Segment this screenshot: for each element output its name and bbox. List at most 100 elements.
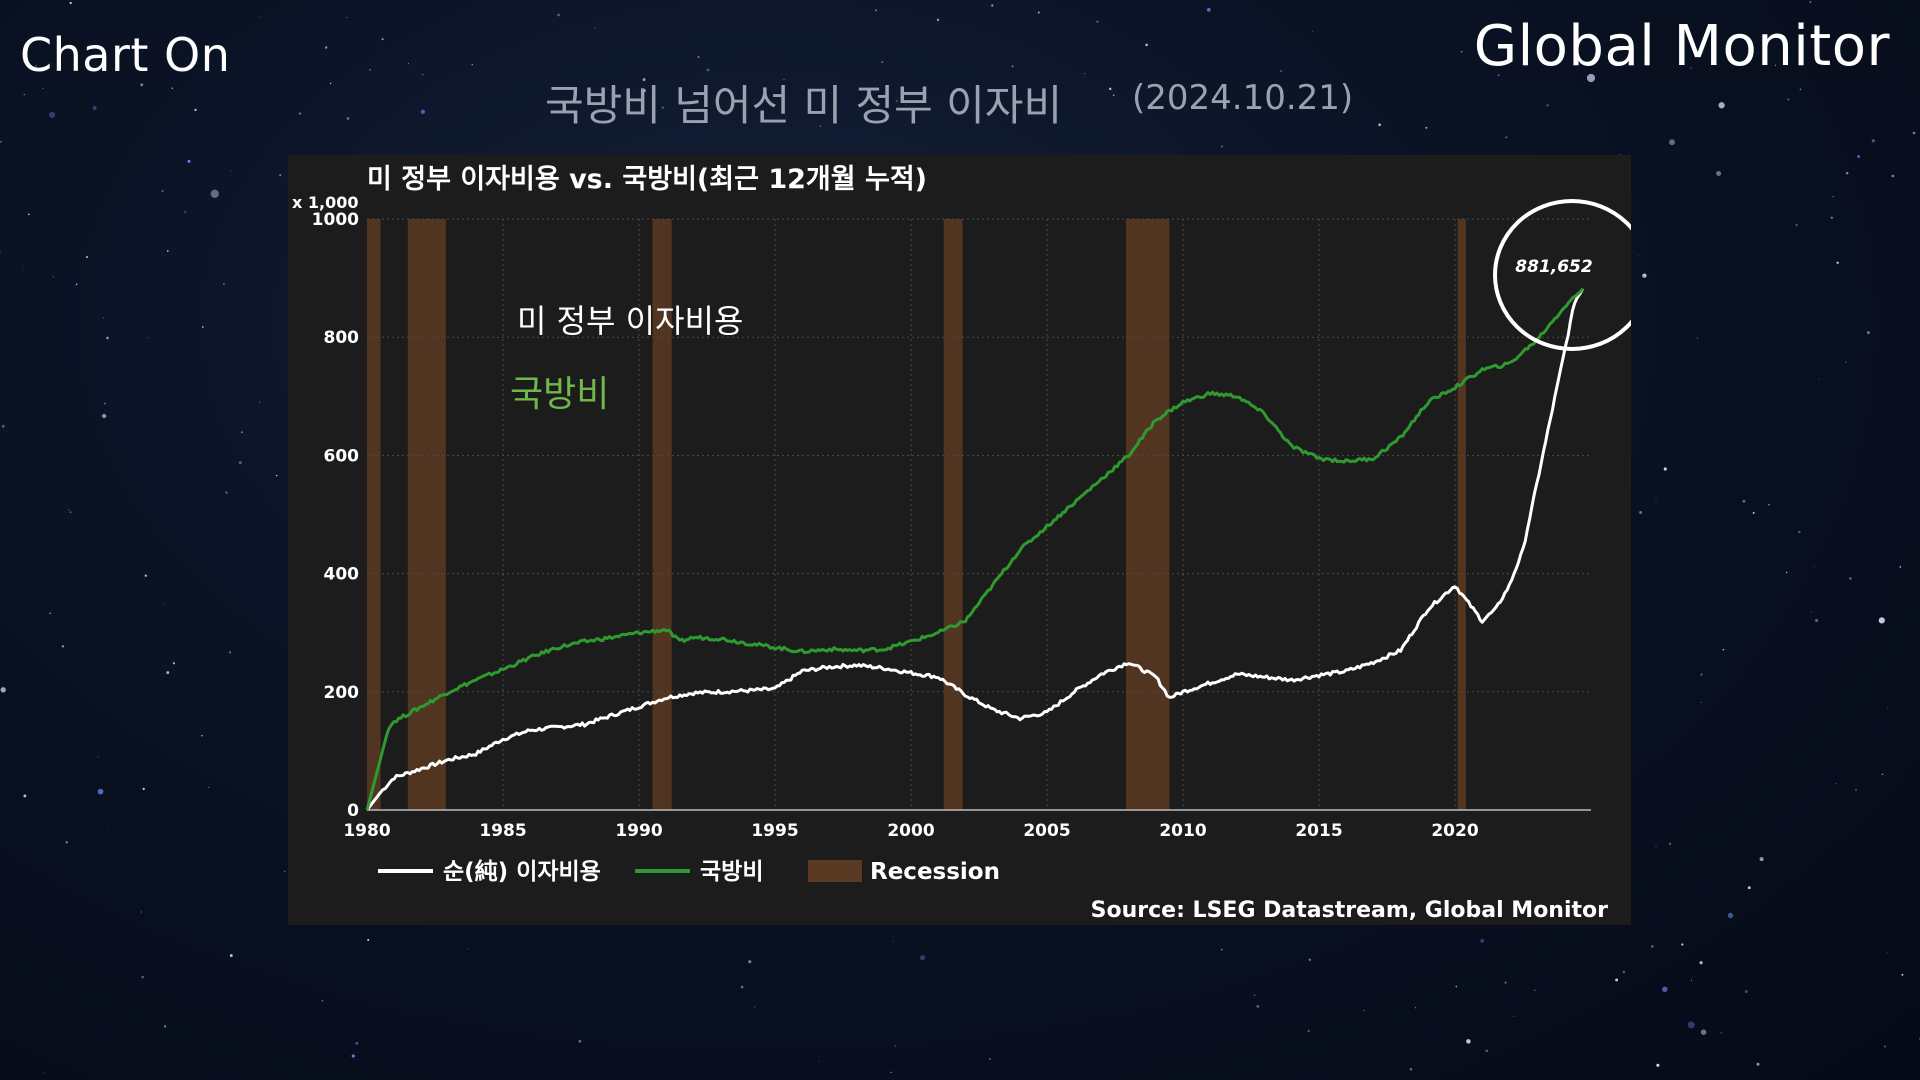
star xyxy=(642,89,646,93)
star xyxy=(1855,789,1857,791)
y-unit-label: x 1,000 xyxy=(292,193,359,212)
star xyxy=(1011,65,1014,68)
star xyxy=(407,63,409,65)
recession-band-3 xyxy=(943,219,963,810)
star xyxy=(1504,981,1507,984)
star xyxy=(346,117,350,120)
star xyxy=(1681,943,1684,946)
star xyxy=(1655,501,1657,503)
star xyxy=(1700,1029,1707,1035)
peak-value-label: 881,652 xyxy=(1515,257,1592,277)
star xyxy=(69,1,72,5)
star xyxy=(783,79,785,81)
y-tick-label-200: 200 xyxy=(324,683,360,703)
star xyxy=(920,955,926,961)
star xyxy=(1256,1004,1260,1008)
star xyxy=(1798,530,1801,534)
star xyxy=(1505,136,1508,139)
star xyxy=(222,283,225,285)
star xyxy=(594,27,596,29)
star xyxy=(85,255,89,259)
series-line-1 xyxy=(365,287,1584,811)
star xyxy=(258,15,260,18)
x-tick-label-1995: 1995 xyxy=(751,821,798,841)
star xyxy=(103,402,106,405)
star xyxy=(1220,948,1223,951)
star xyxy=(1775,64,1777,66)
star xyxy=(103,317,105,319)
star xyxy=(108,830,110,832)
line-chart: 1980 1985 1990 1995 2000 2005 2010 2015 2020 0 200… xyxy=(292,164,1631,923)
star xyxy=(1253,994,1256,996)
brand-chart-on: Chart On xyxy=(20,28,231,82)
star xyxy=(748,960,752,964)
star xyxy=(201,734,203,737)
x-tick-label-2000: 2000 xyxy=(887,821,934,841)
star xyxy=(1747,886,1751,890)
star xyxy=(275,474,278,477)
legend-swatch-recession xyxy=(808,860,862,882)
star xyxy=(0,251,1,253)
legend-label-recession: Recession xyxy=(870,859,1000,885)
star xyxy=(298,112,302,115)
star xyxy=(1700,702,1702,704)
star xyxy=(1886,951,1888,953)
star xyxy=(0,140,2,143)
star xyxy=(1221,145,1223,148)
x-tick-label-2020: 2020 xyxy=(1431,821,1478,841)
star xyxy=(1742,499,1746,503)
page-date: (2024.10.21) xyxy=(1132,78,1354,118)
star xyxy=(1832,196,1834,198)
star xyxy=(1650,945,1654,948)
star xyxy=(697,55,700,59)
star xyxy=(1768,503,1770,506)
star xyxy=(740,985,744,989)
star xyxy=(1460,50,1463,53)
star xyxy=(101,413,107,419)
star xyxy=(284,870,286,873)
star xyxy=(471,64,473,66)
grid-lines xyxy=(367,218,1591,810)
star xyxy=(1849,577,1852,580)
star xyxy=(467,948,469,950)
star xyxy=(141,975,144,979)
star xyxy=(894,1045,896,1047)
star xyxy=(279,174,282,177)
star xyxy=(1546,103,1550,107)
series-lines xyxy=(365,287,1585,811)
star xyxy=(1727,912,1734,919)
x-tick-label-1980: 1980 xyxy=(343,821,390,841)
star xyxy=(171,87,174,89)
star xyxy=(27,213,30,216)
star xyxy=(1096,20,1099,23)
star xyxy=(207,786,210,789)
star xyxy=(1485,1049,1489,1053)
x-tick-label-1985: 1985 xyxy=(479,821,526,841)
star xyxy=(23,93,26,96)
star xyxy=(661,106,664,109)
page-title: 국방비 넘어선 미 정부 이자비 xyxy=(545,81,1063,130)
star xyxy=(706,68,710,72)
star xyxy=(1756,1062,1760,1066)
star xyxy=(1108,87,1112,91)
star xyxy=(1409,1067,1413,1071)
y-tick-label-400: 400 xyxy=(324,565,360,585)
star xyxy=(1836,261,1839,264)
y-tick-label-0: 0 xyxy=(347,801,359,821)
star xyxy=(1662,986,1668,993)
star xyxy=(1312,30,1314,32)
x-tick-label-2005: 2005 xyxy=(1023,821,1070,841)
star xyxy=(1622,970,1626,974)
star xyxy=(1206,7,1211,12)
star xyxy=(1835,783,1837,785)
star xyxy=(1083,72,1086,75)
star xyxy=(1690,67,1692,69)
peak-highlight-circle xyxy=(1493,199,1631,351)
star xyxy=(164,1025,167,1028)
star xyxy=(557,13,560,17)
star xyxy=(225,491,228,494)
star xyxy=(1513,1015,1515,1017)
star xyxy=(228,651,232,654)
star xyxy=(1497,74,1500,77)
star xyxy=(240,431,243,434)
